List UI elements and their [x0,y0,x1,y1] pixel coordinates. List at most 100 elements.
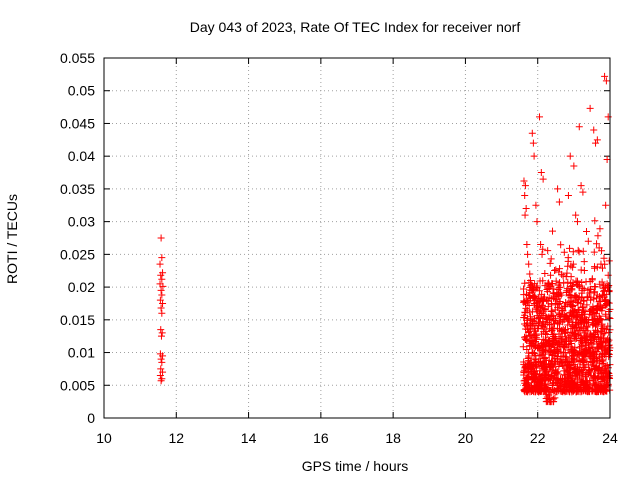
data-point [528,363,536,371]
y-tick-label: 0.04 [68,148,95,164]
data-point [547,308,555,316]
data-point [545,294,553,302]
data-point [159,282,167,290]
data-point [527,282,535,290]
data-point [567,262,575,270]
data-point [533,378,541,386]
data-point [528,349,536,357]
data-point [605,307,613,315]
data-point [526,342,534,350]
data-point [530,320,538,328]
data-point [573,387,581,395]
data-point [525,260,533,268]
x-tick-label: 14 [241,430,257,446]
x-tick-label: 22 [530,430,546,446]
data-point [519,343,527,351]
data-point [564,257,572,265]
data-point [554,299,562,307]
data-point [590,353,598,361]
data-point [520,371,528,379]
data-point [577,300,585,308]
data-point [549,331,557,339]
data-point [594,232,602,240]
data-point [590,289,598,297]
data-point [547,255,555,263]
data-point [530,367,538,375]
data-point [546,259,554,267]
data-point [524,298,532,306]
data-point [594,374,602,382]
data-point [564,278,572,286]
data-point [586,332,594,340]
data-point [554,319,562,327]
data-point [600,287,608,295]
data-point [538,343,546,351]
data-point [600,382,608,390]
data-point [604,380,612,388]
y-tick-label: 0.02 [68,279,95,295]
data-point [541,269,549,277]
data-point [539,297,547,305]
data-point [559,318,567,326]
data-point [539,277,547,285]
data-point [538,250,546,258]
data-point [579,342,587,350]
data-point [559,353,567,361]
data-point [552,369,560,377]
data-point [546,387,554,395]
data-point [530,152,538,160]
data-point [527,358,535,366]
data-point [555,198,563,206]
data-point [537,358,545,366]
data-point [577,182,585,190]
data-point [581,308,589,316]
data-point [590,248,598,256]
data-point [573,281,581,289]
data-point [574,246,582,254]
data-point [579,188,587,196]
data-point [600,360,608,368]
y-axis-label: ROTI / TECUs [4,194,20,284]
data-point [525,369,533,377]
data-point [569,301,577,309]
data-point [582,318,590,326]
data-point [528,308,536,316]
data-point [548,327,556,335]
data-point [586,104,594,112]
data-point [594,306,602,314]
data-point [570,311,578,319]
data-point [538,330,546,338]
data-point [522,333,530,341]
data-point [589,303,597,311]
data-point [593,240,601,248]
data-point [529,364,537,372]
data-point [569,384,577,392]
data-point [605,314,613,322]
data-point [534,315,542,323]
data-point [551,314,559,322]
data-point [538,290,546,298]
data-point [523,336,531,344]
data-point [596,280,604,288]
data-point [157,355,165,363]
data-point [598,264,606,272]
data-point [550,398,558,406]
data-point [550,337,558,345]
data-point [537,307,545,315]
data-point [598,356,606,364]
data-point [590,329,598,337]
data-point [564,377,572,385]
data-point [552,277,560,285]
data-point [536,318,544,326]
data-point [549,289,557,297]
data-point [557,291,565,299]
data-point [562,341,570,349]
data-point [581,353,589,361]
x-tick-label: 18 [385,430,401,446]
data-point [596,225,604,233]
data-point [586,307,594,315]
y-tick-label: 0.055 [60,50,95,66]
data-point [533,218,541,226]
data-point [521,211,529,219]
